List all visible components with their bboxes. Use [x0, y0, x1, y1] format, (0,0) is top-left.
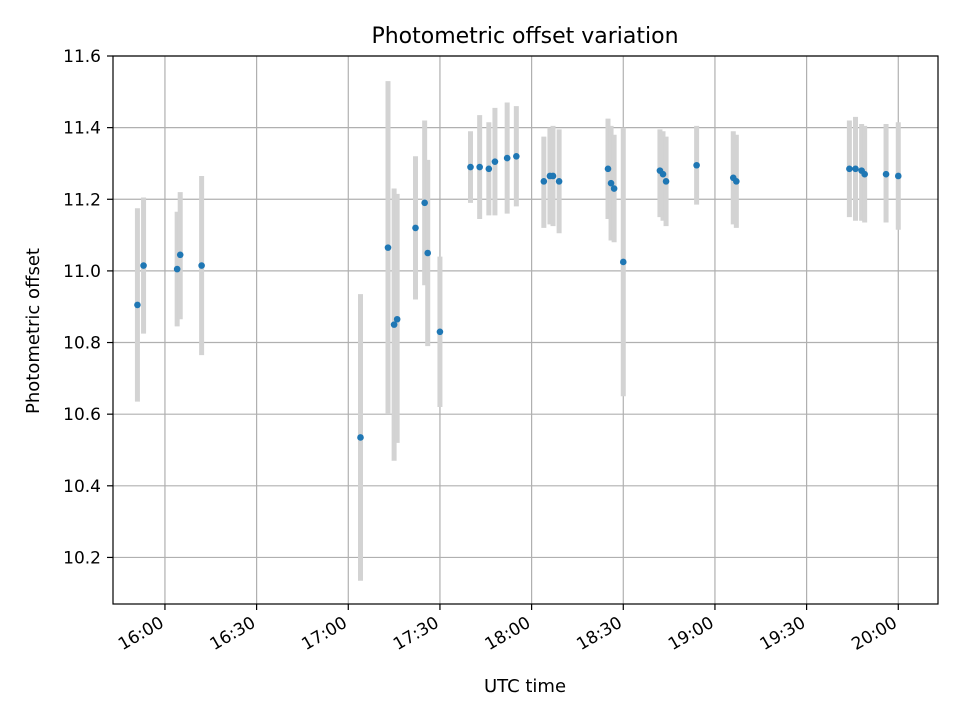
x-axis-label: UTC time [484, 676, 566, 697]
y-tick-label: 10.8 [63, 334, 101, 354]
data-point [607, 179, 615, 187]
x-tick-label: 18:30 [573, 613, 625, 655]
grid-lines [113, 55, 938, 604]
x-tick-label: 17:30 [390, 613, 442, 655]
data-point [357, 434, 364, 441]
data-point [384, 244, 392, 251]
data-point [134, 301, 141, 309]
data-point [549, 172, 557, 180]
x-tick-label: 16:00 [115, 613, 167, 655]
data-point [882, 170, 890, 178]
x-tick-label: 19:00 [665, 613, 717, 655]
data-point [513, 152, 520, 160]
data-point [503, 154, 511, 162]
chart-title: Photometric offset variation [371, 24, 678, 49]
data-point [693, 161, 700, 169]
data-point [491, 158, 499, 165]
y-tick-label: 10.2 [63, 548, 101, 568]
data-point [421, 199, 428, 207]
data-point [846, 165, 853, 173]
y-tick-label: 11.2 [63, 190, 101, 210]
data-point [852, 165, 859, 173]
data-point [412, 224, 419, 232]
data-point [140, 262, 147, 269]
data-point [659, 170, 667, 178]
y-tick-label: 11.4 [63, 119, 101, 139]
data-point [390, 321, 398, 328]
data-point [662, 178, 670, 185]
data-point [436, 328, 444, 336]
data-point [467, 163, 474, 171]
data-point [485, 165, 493, 173]
data-point [424, 249, 432, 257]
data-point [555, 178, 563, 185]
data-point [393, 315, 401, 323]
y-tick-label: 11.0 [63, 262, 101, 282]
data-point [894, 172, 902, 180]
x-tick-label: 20:00 [848, 613, 900, 655]
data-point [604, 165, 612, 173]
plot-frame [112, 55, 939, 605]
data-point [176, 251, 184, 259]
data-point [173, 265, 181, 273]
data-point [861, 170, 868, 178]
x-tick-label: 16:30 [207, 613, 259, 655]
data-point [198, 262, 205, 269]
y-axis-label: Photometric offset [23, 248, 44, 414]
y-tick-label: 10.6 [63, 405, 101, 425]
data-point [610, 185, 618, 192]
data-point [476, 163, 483, 171]
x-tick-label: 18:00 [482, 613, 534, 655]
data-point [619, 258, 627, 266]
x-tick-label: 17:00 [298, 613, 350, 655]
data-point [733, 178, 740, 185]
data-points [134, 152, 902, 441]
y-tick-label: 11.6 [63, 47, 101, 67]
x-tick-label: 19:30 [757, 613, 809, 655]
data-point [540, 178, 548, 185]
y-tick-label: 10.4 [63, 477, 101, 497]
